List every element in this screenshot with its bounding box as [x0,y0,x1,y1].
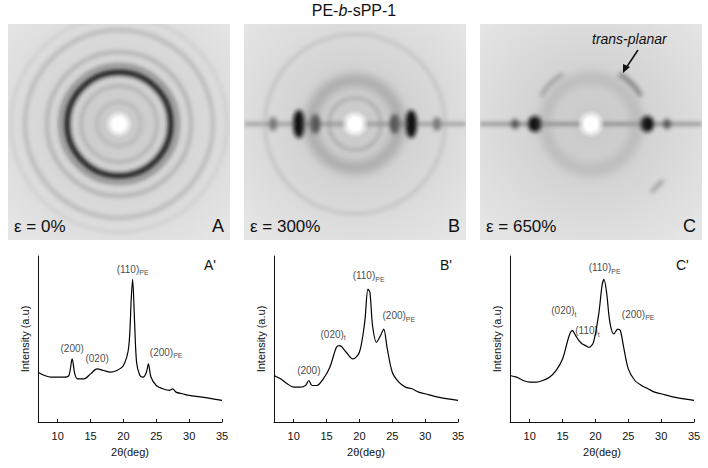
svg-text:20: 20 [589,430,601,442]
svg-text:(200): (200) [297,365,320,376]
svg-text:30: 30 [655,430,667,442]
svg-text:C: C [683,216,696,236]
svg-text:ε = 300%: ε = 300% [250,217,320,236]
svg-text:(020): (020) [85,353,108,364]
svg-text:PE: PE [645,314,655,321]
svg-text:PE: PE [375,276,385,283]
svg-text:(020): (020) [551,305,574,316]
svg-text:(200): (200) [622,309,645,320]
svg-text:10: 10 [288,430,300,442]
svg-text:15: 15 [84,430,96,442]
svg-text:30: 30 [183,430,195,442]
svg-text:20: 20 [353,430,365,442]
svg-text:10: 10 [52,430,64,442]
svg-text:(110): (110) [353,270,376,281]
svg-text:25: 25 [150,430,162,442]
svg-text:Intensity (a.u): Intensity (a.u) [19,306,31,373]
svg-text:trans-planar: trans-planar [592,31,668,47]
svg-text:(110): (110) [589,262,612,273]
svg-text:(110): (110) [575,325,598,336]
svg-text:35: 35 [688,430,700,442]
svg-text:PE: PE [139,269,149,276]
svg-text:25: 25 [622,430,634,442]
svg-text:2θ(deg): 2θ(deg) [583,446,621,458]
svg-text:(020): (020) [320,329,343,340]
svg-text:35: 35 [216,430,228,442]
svg-text:t: t [575,311,577,318]
svg-text:35: 35 [452,430,464,442]
svg-text:Intensity (a.u): Intensity (a.u) [255,306,267,373]
svg-text:A': A' [204,257,216,273]
svg-text:(200): (200) [383,310,406,321]
svg-text:C': C' [676,257,689,273]
svg-text:15: 15 [320,430,332,442]
svg-text:(200): (200) [60,343,83,354]
svg-text:10: 10 [524,430,536,442]
svg-text:PE: PE [173,352,183,359]
svg-text:(200): (200) [150,347,173,358]
svg-text:(110): (110) [117,264,140,275]
svg-text:2θ(deg): 2θ(deg) [111,446,149,458]
svg-text:20: 20 [117,430,129,442]
svg-text:B': B' [440,257,452,273]
svg-text:A: A [212,216,224,236]
svg-text:B: B [448,216,460,236]
svg-text:15: 15 [556,430,568,442]
svg-text:PE: PE [406,316,416,323]
html-text:PE - b - sPP - 1: PE - b - sPP - 1 [311,2,397,19]
svg-text:t: t [598,331,600,338]
svg-text:30: 30 [419,430,431,442]
svg-text:ε = 650%: ε = 650% [486,217,556,236]
svg-text:25: 25 [386,430,398,442]
svg-text:2θ(deg): 2θ(deg) [347,446,385,458]
svg-text:PE: PE [611,268,621,275]
svg-text:t: t [344,334,346,341]
svg-text:ε = 0%: ε = 0% [14,217,66,236]
svg-text:Intensity (a.u): Intensity (a.u) [491,306,503,373]
